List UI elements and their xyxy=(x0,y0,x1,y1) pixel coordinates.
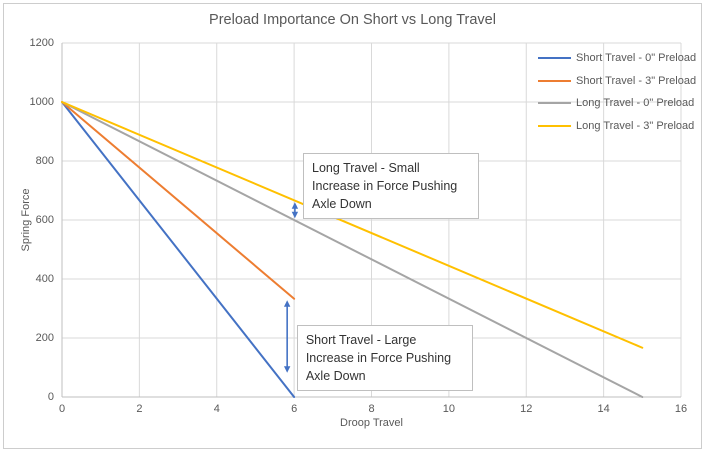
x-tick-label: 12 xyxy=(520,403,533,415)
x-tick-label: 14 xyxy=(597,403,610,415)
x-tick-label: 0 xyxy=(58,403,66,415)
x-tick-label: 6 xyxy=(291,403,298,415)
series-line xyxy=(61,101,296,398)
annotation-short-travel: Short Travel - Large Increase in Force P… xyxy=(296,325,473,392)
y-tick-label: 1000 xyxy=(29,96,54,108)
x-tick-label: 8 xyxy=(368,403,375,415)
y-tick-label: 1200 xyxy=(29,37,54,49)
x-tick-label: 16 xyxy=(674,403,688,415)
annotation-long-travel: Long Travel - Small Increase in Force Pu… xyxy=(303,153,480,220)
arrow-up-icon xyxy=(291,202,299,209)
y-tick-label: 800 xyxy=(35,155,54,167)
legend: Short Travel - 0" Preload Short Travel - … xyxy=(538,47,696,137)
legend-label: Long Travel - 3" Preload xyxy=(576,119,695,132)
legend-label: Long Travel - 0" Preload xyxy=(576,97,695,110)
legend-line-sample xyxy=(538,79,571,82)
y-tick-label: 0 xyxy=(47,391,54,403)
x-axis-title: Droop Travel xyxy=(340,417,403,429)
arrow-up-icon xyxy=(283,300,291,307)
legend-label: Short Travel - 0" Preload xyxy=(576,52,697,65)
y-tick-label: 400 xyxy=(35,273,54,285)
legend-item: Short Travel - 0" Preload xyxy=(538,47,696,70)
legend-item: Long Travel - 3" Preload xyxy=(538,115,696,138)
legend-line-sample xyxy=(538,102,571,105)
legend-line-sample xyxy=(538,124,571,127)
arrow-down-icon xyxy=(283,366,291,373)
legend-item: Short Travel - 3" Preload xyxy=(538,70,696,93)
chart-title: Preload Importance On Short vs Long Trav… xyxy=(209,12,496,28)
legend-label: Short Travel - 3" Preload xyxy=(576,74,697,87)
series-line xyxy=(61,101,644,349)
series-line xyxy=(61,101,644,398)
legend-line-sample xyxy=(538,57,571,60)
legend-item: Long Travel - 0" Preload xyxy=(538,92,696,115)
arrow-down-icon xyxy=(291,211,299,219)
y-tick-label: 200 xyxy=(35,332,54,344)
series-line xyxy=(61,101,296,300)
x-tick-label: 4 xyxy=(213,403,220,415)
y-tick-label: 600 xyxy=(35,214,54,226)
x-tick-label: 10 xyxy=(442,403,455,415)
x-tick-label: 2 xyxy=(136,403,143,415)
